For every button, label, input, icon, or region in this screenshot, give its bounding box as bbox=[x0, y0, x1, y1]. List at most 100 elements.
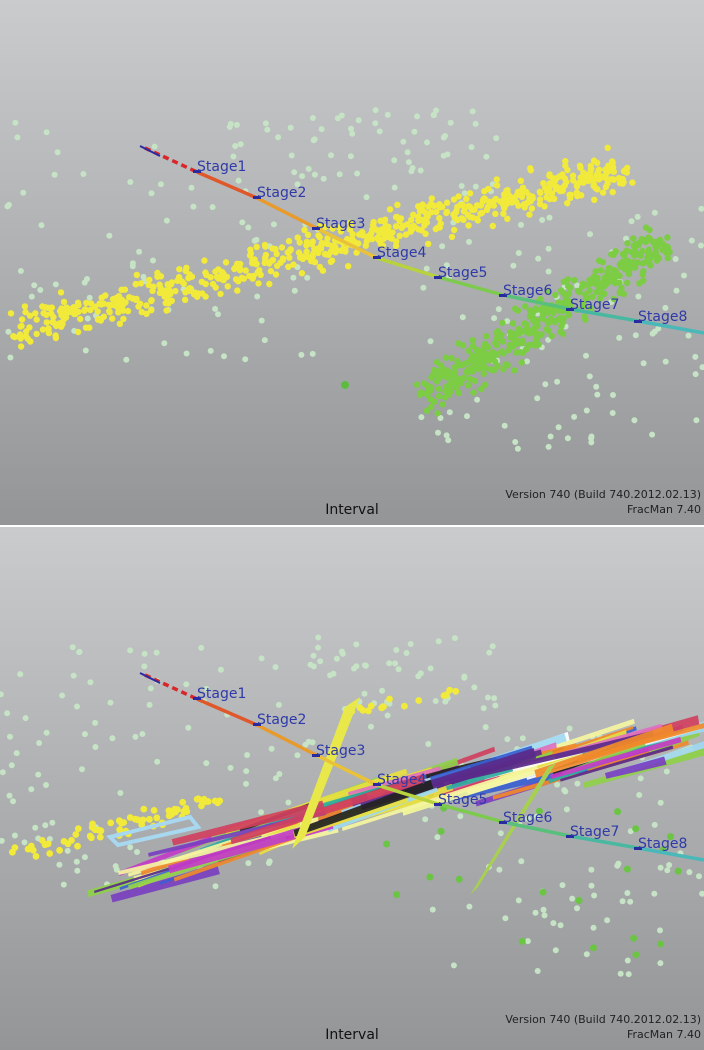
well-segment bbox=[569, 834, 639, 850]
stage-label: Stage6 bbox=[503, 810, 552, 826]
point bbox=[459, 361, 466, 369]
point bbox=[442, 354, 449, 361]
point bbox=[311, 259, 319, 266]
point bbox=[464, 413, 470, 420]
point bbox=[404, 221, 411, 228]
point bbox=[80, 171, 87, 177]
point bbox=[309, 115, 316, 121]
point bbox=[317, 245, 325, 252]
point bbox=[563, 178, 570, 186]
point bbox=[140, 273, 147, 280]
point bbox=[415, 217, 422, 224]
point bbox=[258, 809, 264, 816]
point bbox=[270, 221, 277, 228]
point bbox=[645, 246, 653, 253]
point bbox=[372, 107, 379, 114]
point bbox=[500, 210, 507, 217]
point bbox=[227, 764, 234, 771]
point bbox=[664, 254, 671, 262]
fracture bbox=[168, 818, 334, 874]
point bbox=[526, 211, 533, 218]
point bbox=[14, 134, 21, 141]
point bbox=[363, 194, 370, 201]
point bbox=[451, 378, 458, 386]
point bbox=[258, 655, 265, 662]
point bbox=[89, 820, 96, 828]
point bbox=[318, 126, 325, 133]
point bbox=[466, 903, 473, 910]
point bbox=[285, 799, 292, 806]
point bbox=[612, 248, 619, 255]
point bbox=[621, 252, 628, 259]
point bbox=[116, 320, 124, 327]
point bbox=[614, 808, 622, 816]
point bbox=[508, 196, 515, 203]
point bbox=[465, 382, 472, 389]
point bbox=[402, 231, 410, 238]
point bbox=[243, 768, 250, 775]
point bbox=[501, 194, 508, 201]
point bbox=[599, 173, 606, 180]
stage-label: Stage8 bbox=[638, 309, 687, 325]
point bbox=[593, 288, 600, 296]
point bbox=[455, 389, 462, 397]
point bbox=[0, 837, 5, 844]
point bbox=[474, 396, 481, 403]
point bbox=[109, 735, 116, 742]
point bbox=[33, 330, 40, 338]
point bbox=[554, 781, 561, 788]
point bbox=[359, 707, 367, 714]
point bbox=[495, 306, 502, 313]
point bbox=[504, 318, 511, 325]
point bbox=[514, 445, 521, 452]
point bbox=[587, 305, 594, 312]
point bbox=[630, 235, 637, 242]
point bbox=[190, 203, 197, 210]
point bbox=[115, 817, 123, 825]
point bbox=[138, 308, 145, 316]
point bbox=[334, 115, 341, 122]
point bbox=[530, 317, 537, 324]
point bbox=[688, 237, 695, 244]
point bbox=[222, 259, 230, 266]
point bbox=[699, 364, 704, 371]
point bbox=[514, 307, 522, 314]
point bbox=[491, 695, 498, 702]
point bbox=[657, 864, 664, 871]
point bbox=[43, 319, 50, 326]
point bbox=[692, 371, 699, 378]
point bbox=[392, 660, 399, 667]
point bbox=[353, 641, 360, 648]
point bbox=[174, 277, 181, 284]
point bbox=[217, 666, 224, 673]
point bbox=[587, 231, 593, 238]
point bbox=[632, 332, 639, 339]
point bbox=[625, 971, 632, 978]
point bbox=[435, 392, 443, 400]
point bbox=[309, 350, 316, 357]
point bbox=[563, 806, 570, 813]
point bbox=[474, 217, 481, 224]
point bbox=[425, 388, 432, 395]
point bbox=[502, 915, 509, 922]
fracture bbox=[560, 745, 674, 782]
point bbox=[92, 719, 99, 726]
point bbox=[317, 658, 324, 665]
point bbox=[540, 906, 547, 913]
point bbox=[469, 337, 476, 344]
well-segment bbox=[376, 783, 439, 806]
point bbox=[478, 385, 485, 393]
point bbox=[493, 335, 501, 342]
point bbox=[146, 815, 153, 823]
point bbox=[620, 168, 628, 175]
point bbox=[662, 304, 669, 311]
point bbox=[54, 149, 61, 156]
point bbox=[586, 373, 593, 380]
point bbox=[342, 245, 349, 253]
point bbox=[213, 273, 221, 281]
point bbox=[420, 284, 427, 291]
point bbox=[69, 644, 76, 651]
point bbox=[117, 790, 124, 796]
point bbox=[496, 866, 503, 873]
